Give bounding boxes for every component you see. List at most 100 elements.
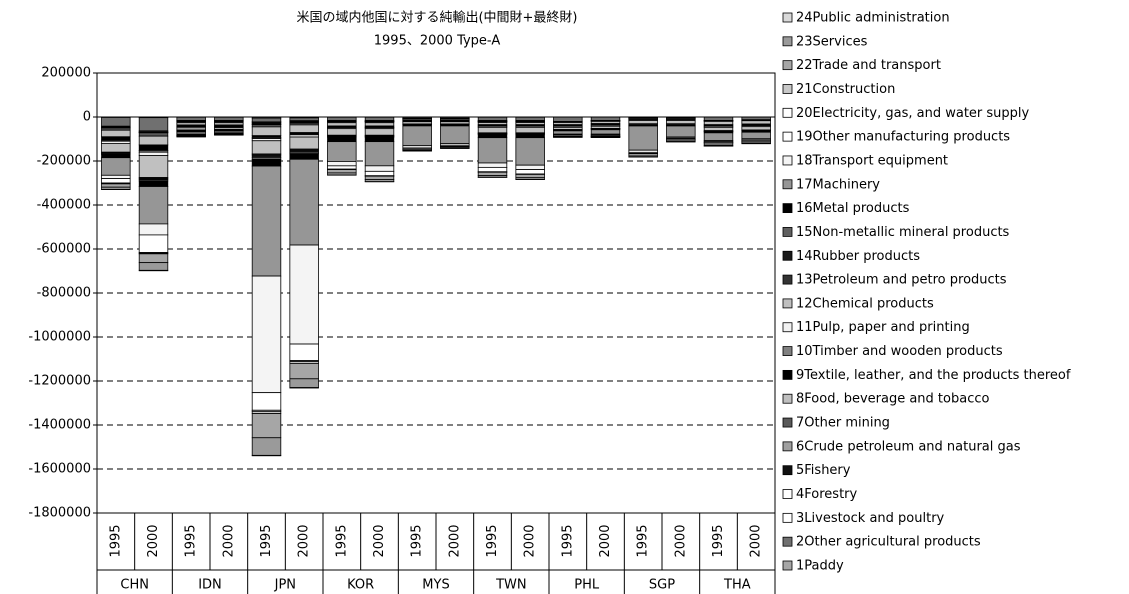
bar-segment — [327, 161, 357, 167]
group-label: SGP — [649, 578, 675, 593]
y-tick-label: -1200000 — [28, 374, 91, 389]
x-tick-label: 2000 — [447, 524, 462, 557]
bar-segment — [364, 116, 395, 121]
y-tick-label: -600000 — [37, 242, 91, 257]
legend-swatch — [782, 560, 793, 571]
bar-segment — [741, 126, 771, 131]
legend-swatch — [782, 107, 793, 118]
bar-segment — [477, 133, 508, 139]
legend-label: 7Other mining — [796, 416, 890, 431]
bar-segment — [515, 116, 545, 121]
bar-segment — [364, 128, 395, 136]
bar-segment — [251, 437, 282, 456]
bar-segment — [138, 223, 169, 236]
bar-segment — [364, 141, 395, 167]
bar-segment — [364, 122, 395, 127]
group-label: JPN — [274, 578, 296, 593]
bar-segment — [138, 155, 169, 178]
legend-label: 19Other manufacturing products — [796, 130, 1010, 145]
y-tick-label: 200000 — [41, 66, 91, 81]
group-label: IDN — [198, 578, 222, 593]
legend-swatch — [782, 298, 793, 309]
bar-segment — [553, 116, 583, 122]
group-label: MYS — [422, 578, 449, 593]
bar-segment — [477, 126, 508, 134]
legend-swatch — [782, 203, 793, 214]
bar-segment — [101, 174, 131, 180]
bar-segment — [101, 153, 131, 159]
legend-label: 16Metal products — [796, 201, 910, 216]
bar-segment — [628, 120, 658, 125]
bar-segment — [515, 126, 545, 134]
bar-segment — [101, 129, 131, 138]
bar-segment — [703, 121, 734, 126]
legend-swatch — [782, 227, 793, 237]
legend-label: 14Rubber products — [796, 249, 920, 264]
bar-segment — [251, 413, 282, 439]
bar-segment — [101, 178, 131, 184]
bar-segment — [590, 116, 621, 121]
legend-label: 1Paddy — [796, 559, 844, 574]
x-tick-label: 1995 — [485, 524, 500, 557]
bar-segment — [590, 129, 621, 135]
legend-swatch — [782, 512, 793, 523]
bar-segment — [289, 362, 319, 380]
x-tick-label: 2000 — [749, 524, 764, 557]
legend-label: 10Timber and wooden products — [796, 344, 1003, 359]
legend-label: 6Crude petroleum and natural gas — [796, 439, 1021, 454]
y-tick-label: -200000 — [37, 154, 91, 169]
y-tick-label: -1400000 — [28, 418, 91, 433]
bar-segment — [327, 116, 357, 121]
group-label: THA — [723, 578, 751, 593]
bar-segment — [327, 169, 357, 174]
chart-subtitle: 1995、2000 Type-A — [374, 34, 501, 49]
bar-segment — [101, 136, 131, 141]
bar-segment — [251, 159, 282, 167]
x-tick-label: 2000 — [221, 524, 236, 557]
x-tick-label: 1995 — [560, 524, 575, 557]
bar-segment — [101, 183, 131, 188]
legend-label: 20Electricity, gas, and water supply — [796, 106, 1030, 121]
bar-segment — [402, 125, 432, 147]
bar-segment — [101, 142, 131, 153]
bar-segment — [251, 165, 282, 277]
bar-segment — [251, 117, 282, 122]
legend-swatch — [782, 393, 793, 404]
legend-swatch — [782, 536, 793, 547]
legend-swatch — [782, 179, 793, 190]
legend-swatch — [782, 250, 793, 261]
bar-segment — [251, 275, 282, 394]
legend-swatch — [782, 346, 793, 356]
legend-label: 22Trade and transport — [796, 58, 941, 73]
x-tick-label: 1995 — [636, 524, 651, 557]
legend-swatch — [782, 274, 793, 285]
bar-segment — [515, 174, 545, 179]
bar-segment — [138, 186, 169, 225]
bar-segment — [214, 116, 244, 121]
bar-segment — [327, 141, 357, 162]
bar-segment — [327, 128, 357, 136]
group-label: CHN — [120, 578, 149, 593]
bar-segment — [327, 122, 357, 127]
bar-segment — [477, 116, 508, 121]
bar-segment — [251, 126, 282, 137]
bar-segment — [289, 153, 319, 160]
group-label: PHL — [574, 578, 600, 593]
legend-label: 4Forestry — [796, 487, 858, 502]
legend-label: 3Livestock and poultry — [796, 511, 945, 526]
bar-segment — [703, 132, 734, 141]
legend-label: 8Food, beverage and tobacco — [796, 392, 989, 407]
bar-segment — [477, 162, 508, 168]
legend-swatch — [782, 369, 793, 380]
bar-segment — [364, 170, 395, 177]
bar-segment — [364, 165, 395, 172]
bar-segment — [176, 116, 206, 121]
legend-label: 23Services — [796, 34, 868, 49]
bar-segment — [251, 392, 282, 411]
legend-swatch — [782, 465, 793, 476]
legend-label: 17Machinery — [796, 177, 880, 192]
legend-label: 5Fishery — [796, 463, 851, 478]
legend-label: 13Petroleum and petro products — [796, 273, 1007, 288]
legend-swatch — [782, 131, 793, 142]
bar-segment — [477, 137, 508, 164]
